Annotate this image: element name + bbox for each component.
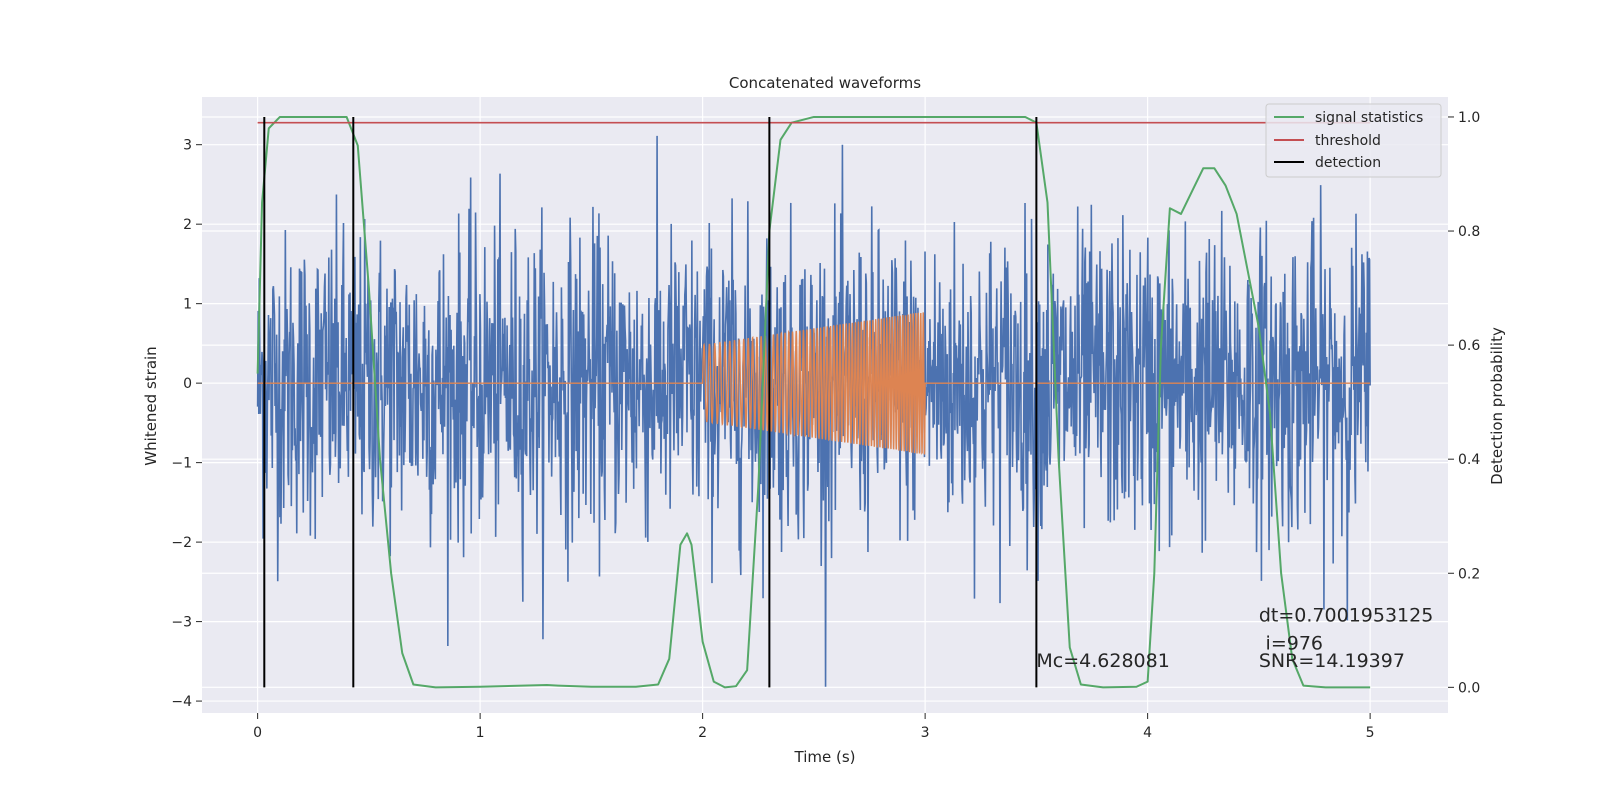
- y2-tick-label: 1.0: [1458, 110, 1480, 126]
- noise-series-line: [256, 135, 1371, 687]
- legend-label-threshold: threshold: [1315, 133, 1381, 149]
- legend: signal statistics threshold detection: [1265, 103, 1442, 178]
- y2-tick-label: 0.4: [1458, 452, 1480, 468]
- y2-axis-label: Detection probability: [1488, 327, 1506, 485]
- signal-statistics-line: [256, 115, 1371, 689]
- y-tick-label: −3: [171, 615, 192, 631]
- x-axis-label: Time (s): [794, 748, 856, 766]
- injected-signal-line: [257, 312, 1371, 455]
- series-layer: [256, 115, 1371, 689]
- legend-box: [1265, 103, 1442, 178]
- legend-label-signal-statistics: signal statistics: [1315, 110, 1423, 126]
- y-tick-label: 3: [183, 138, 192, 154]
- annotation-text: i=976: [1266, 632, 1323, 654]
- chart-title: Concatenated waveforms: [729, 74, 921, 92]
- y2-tick-label: 0.8: [1458, 224, 1480, 240]
- annotation-text: dt=0.7001953125: [1259, 605, 1433, 627]
- y2-tick-label: 0.6: [1458, 338, 1480, 354]
- y-tick-label: −1: [171, 456, 192, 472]
- y-tick-label: −2: [171, 535, 192, 551]
- y-axis-label: Whitened strain: [142, 346, 160, 465]
- annotation-text: SNR=14.19397: [1259, 650, 1405, 672]
- x-tick-label: 2: [698, 725, 707, 741]
- y-tick-label: 2: [183, 217, 192, 233]
- annotations: dt=0.7001953125 i=976 Mc=4.628081 SNR=14.19…: [1036, 605, 1433, 672]
- y-tick-label: −4: [171, 694, 192, 710]
- x-tick-label: 5: [1366, 725, 1375, 741]
- ticks-layer: 0 1 2 3 4 5 −4 −3 −2 −1 0 1 2 3 0.0 0.2 0.4 0.6 0.8 1.0: [171, 110, 1480, 741]
- y-tick-label: 0: [183, 376, 192, 392]
- x-tick-label: 0: [253, 725, 262, 741]
- annotation-text: Mc=4.628081: [1036, 650, 1169, 672]
- y2-tick-label: 0.2: [1458, 566, 1480, 582]
- x-tick-label: 3: [921, 725, 930, 741]
- y2-tick-label: 0.0: [1458, 680, 1480, 696]
- x-tick-label: 4: [1143, 725, 1152, 741]
- x-tick-label: 1: [476, 725, 485, 741]
- y-tick-label: 1: [183, 297, 192, 313]
- legend-label-detection: detection: [1315, 155, 1381, 171]
